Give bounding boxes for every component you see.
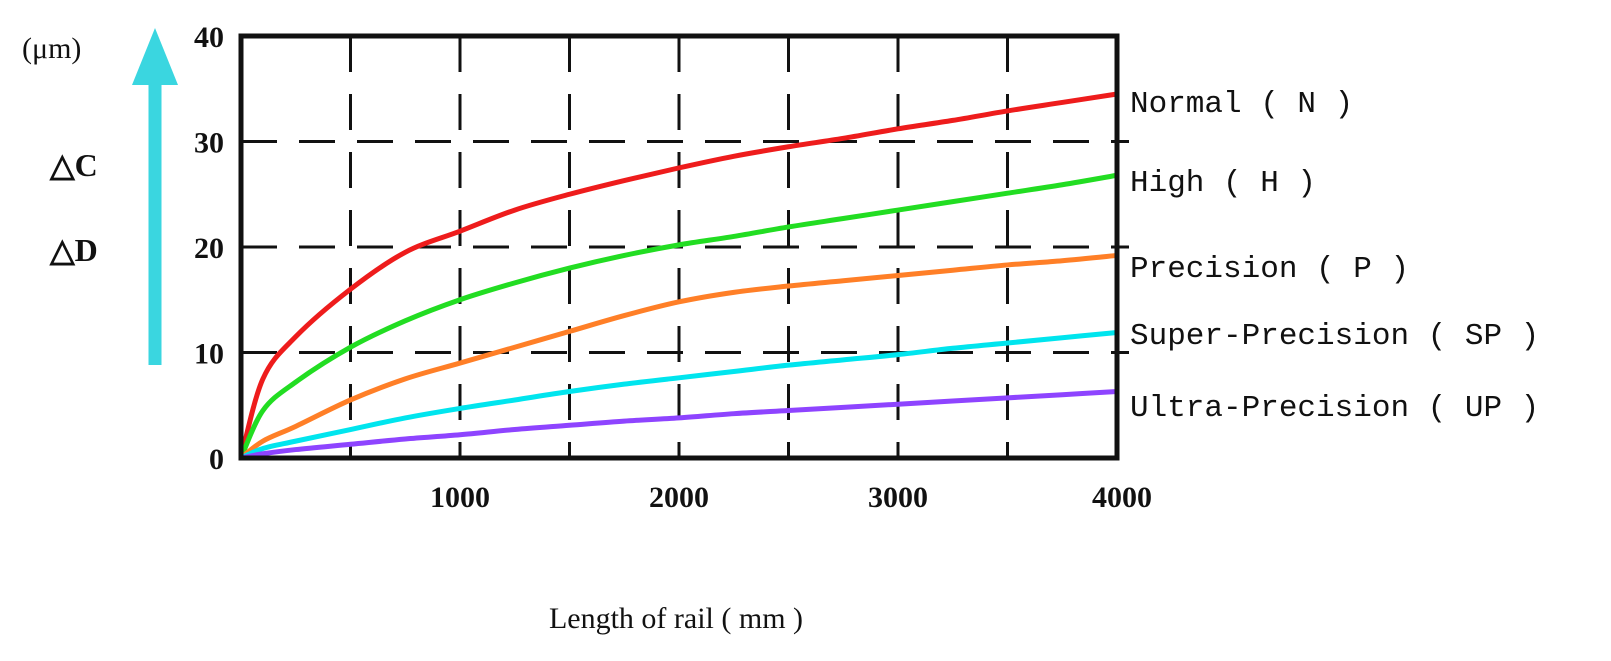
x-tick-label: 4000 [1092, 481, 1152, 514]
series-lines [238, 91, 1120, 461]
y-tick-label: 30 [194, 127, 224, 160]
x-tick-label: 2000 [649, 481, 709, 514]
y-unit-label: (μm) [22, 32, 81, 65]
x-tick-labels: 1000 2000 3000 4000 [430, 481, 1152, 514]
series-labels: Normal ( N ) High ( H ) Precision ( P ) Sup… [1130, 87, 1539, 426]
y-tick-label: 20 [194, 232, 224, 265]
x-axis-label: Length of rail ( mm ) [549, 602, 803, 635]
series-line [238, 389, 1120, 461]
y-tick-labels: 0 10 20 30 40 [194, 21, 224, 476]
y-quantity-d: △D [49, 232, 98, 268]
x-tick-label: 1000 [430, 481, 490, 514]
series-line [238, 252, 1120, 461]
y-tick-label: 10 [194, 338, 224, 371]
series-line [238, 329, 1120, 461]
grid [241, 36, 1129, 458]
y-axis-arrow [132, 28, 178, 365]
plot-frame [238, 33, 1120, 461]
series-label: Normal ( N ) [1130, 87, 1353, 122]
series-label: Super-Precision ( SP ) [1130, 319, 1539, 354]
y-quantity-c: △C [49, 147, 98, 183]
x-tick-label: 3000 [868, 481, 928, 514]
series-line [238, 172, 1120, 461]
y-tick-label: 0 [209, 443, 224, 476]
y-tick-label: 40 [194, 21, 224, 54]
series-label: Ultra-Precision ( UP ) [1130, 391, 1539, 426]
series-label: Precision ( P ) [1130, 252, 1409, 287]
series-line [238, 91, 1120, 461]
series-label: High ( H ) [1130, 166, 1316, 201]
